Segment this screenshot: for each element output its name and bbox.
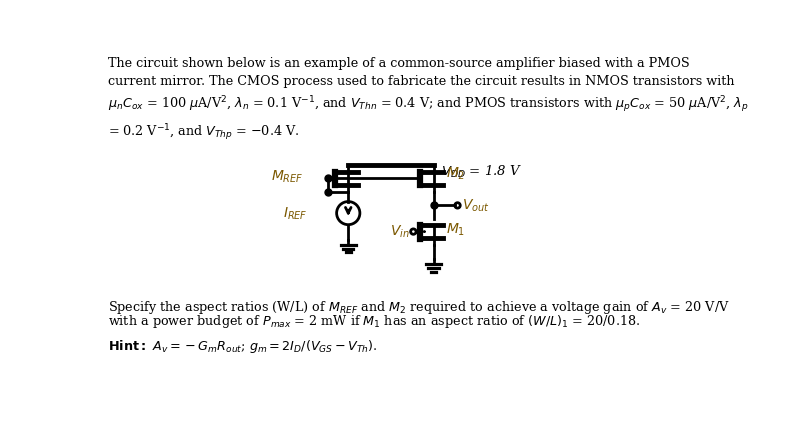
Text: $V_{DD}$ = 1.8 V: $V_{DD}$ = 1.8 V — [441, 164, 522, 180]
Text: $M_2$: $M_2$ — [446, 166, 465, 182]
Text: $M_{REF}$: $M_{REF}$ — [271, 169, 303, 185]
Text: $\mathbf{Hint:}$ $A_v = -G_m R_{out}$; $g_m = 2I_D/(V_{GS}-V_{Th})$.: $\mathbf{Hint:}$ $A_v = -G_m R_{out}$; $… — [108, 338, 378, 355]
Text: $M_1$: $M_1$ — [446, 222, 465, 238]
Text: Specify the aspect ratios (W/L) of $M_{REF}$ and $M_2$ required to achieve a vol: Specify the aspect ratios (W/L) of $M_{R… — [108, 299, 730, 316]
Text: The circuit shown below is an example of a common-source amplifier biased with a: The circuit shown below is an example of… — [108, 57, 749, 143]
Text: $V_{out}$: $V_{out}$ — [462, 197, 490, 214]
Text: $V_{in}$: $V_{in}$ — [390, 223, 410, 240]
Text: with a power budget of $P_{max}$ = 2 mW if $M_1$ has an aspect ratio of $(W/L)_1: with a power budget of $P_{max}$ = 2 mW … — [108, 313, 640, 330]
Text: $I_{REF}$: $I_{REF}$ — [283, 206, 308, 222]
